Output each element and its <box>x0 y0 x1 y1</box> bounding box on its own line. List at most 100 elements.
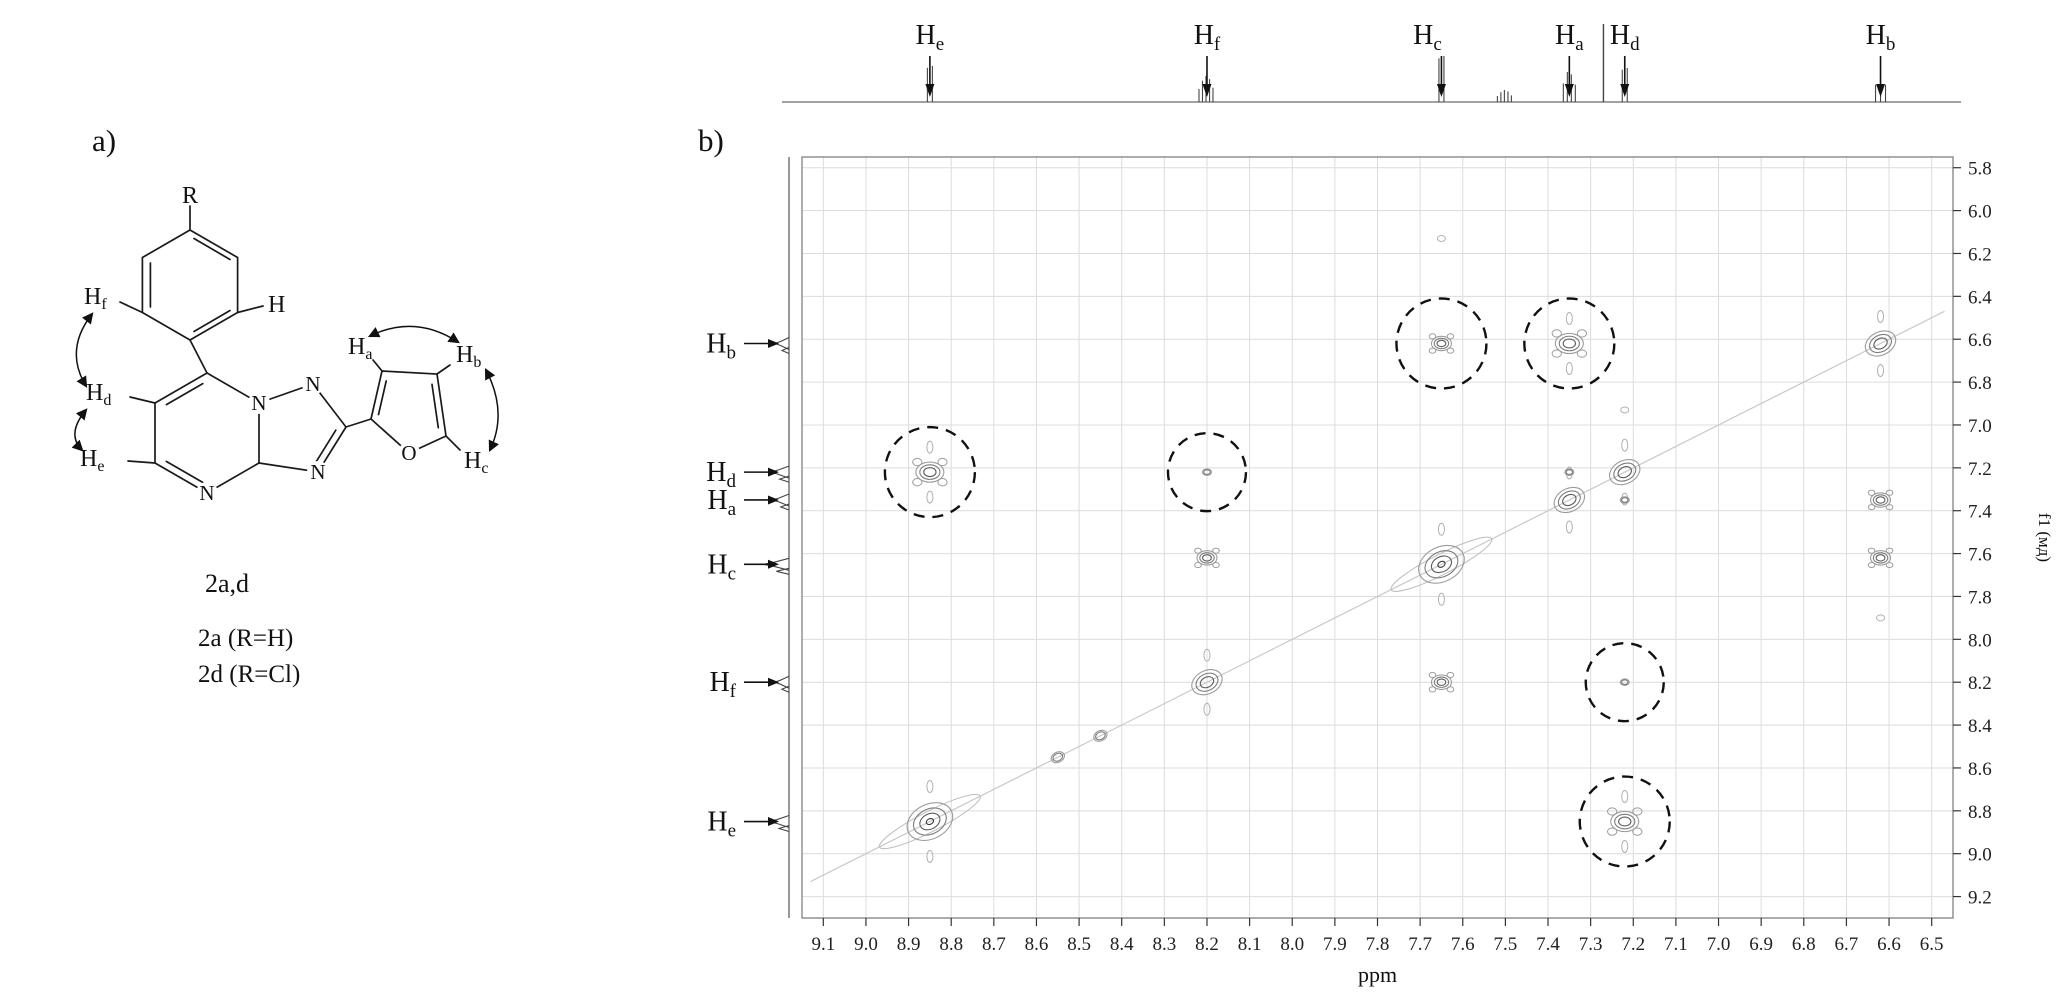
peak-contour <box>1632 827 1643 836</box>
peak-contour <box>1562 338 1577 349</box>
compound-label: 2a,d <box>205 569 249 598</box>
n-triazole-bottom-label: N <box>310 460 325 484</box>
panel-a-label: a) <box>92 123 117 158</box>
x-axis-title: ppm <box>1358 962 1397 987</box>
contour-peaks <box>810 234 1945 883</box>
y-tick-label: 7.2 <box>1968 459 1992 480</box>
peak-contour <box>1614 813 1636 830</box>
peak-contour <box>1875 496 1886 504</box>
t1-noise <box>926 490 934 504</box>
peak-contour <box>923 467 937 478</box>
x-tick-label: 6.6 <box>1877 934 1901 955</box>
peak-contour <box>1418 544 1465 584</box>
peak-contour <box>1437 560 1446 568</box>
x-tick-label: 7.9 <box>1323 934 1347 955</box>
peak-contour <box>1562 493 1577 507</box>
peak-contour <box>1867 561 1876 569</box>
x-tick-label: 7.6 <box>1451 934 1475 955</box>
peak-contour <box>1093 729 1108 742</box>
peak-contour <box>1201 468 1213 476</box>
t1-noise <box>1877 363 1885 377</box>
peak-contour <box>1430 335 1452 352</box>
peak-contour <box>1212 561 1220 569</box>
t1-noise <box>926 780 934 794</box>
left-1d-projection <box>763 157 790 918</box>
peak-contour <box>1195 672 1219 692</box>
x-tick-label: 6.7 <box>1835 934 1859 955</box>
peak-contour <box>1872 494 1889 506</box>
down-arrowhead-Hf <box>1202 84 1212 97</box>
compound-captions: 2a,d 2a (R=H) 2d (R=Cl) <box>198 569 300 688</box>
peak-contour <box>1212 547 1220 554</box>
panel-b-label: b) <box>698 123 724 158</box>
top-label-Hc: Hc <box>1413 20 1442 55</box>
hb-label: Hb <box>456 342 481 371</box>
peak-contour <box>1430 555 1453 574</box>
peak-contour <box>912 478 923 487</box>
x-tick-label: 8.4 <box>1110 934 1134 955</box>
peak-contour <box>1885 489 1894 496</box>
noe-circle-Hc-Hb <box>1395 297 1488 390</box>
t1-noise <box>1565 361 1573 375</box>
peak-contour <box>1610 810 1640 833</box>
x-tick-label: 9.0 <box>854 934 878 955</box>
noe-circles <box>883 297 1671 868</box>
peak-contour <box>1885 561 1894 569</box>
x-tick-label: 7.5 <box>1494 934 1518 955</box>
t1-noise <box>1565 311 1573 325</box>
peak-contour <box>1632 807 1643 816</box>
peak-contour <box>1618 816 1632 827</box>
peak-contour <box>1428 686 1437 693</box>
top-label-He: He <box>916 20 945 55</box>
n-bridgehead-label: N <box>251 391 266 415</box>
peak-contour <box>1446 671 1455 679</box>
peak-contour <box>1446 686 1455 693</box>
peak-contour <box>1873 337 1888 350</box>
x-tick-label: 7.8 <box>1366 934 1390 955</box>
n-pyrimidine-label: N <box>199 481 214 505</box>
peak-contour <box>1203 469 1211 476</box>
peak-contour <box>1576 329 1588 338</box>
peak-contour <box>1869 333 1893 354</box>
right-arrowhead-Hb <box>768 338 779 348</box>
n-triazole-top-label: N <box>305 372 320 396</box>
peak-contour <box>1619 678 1630 686</box>
left-label-Hb: Hb <box>706 328 736 363</box>
x-tick-label: 7.1 <box>1664 934 1688 955</box>
down-arrowhead-He <box>925 84 935 97</box>
peak-contour <box>1095 731 1106 741</box>
noe-arrow-hb-hc <box>484 368 499 453</box>
t1-noise <box>1621 840 1629 854</box>
x-tick-label: 8.8 <box>939 934 963 955</box>
peak-contour <box>1619 496 1630 504</box>
x-tick-label: 8.1 <box>1238 934 1262 955</box>
t1-noise <box>1437 592 1445 606</box>
right-arrowhead-Hd <box>768 467 779 477</box>
down-arrowhead-Hc <box>1436 84 1446 97</box>
atom-labels: N N N N O <box>196 372 420 505</box>
x-tick-label: 7.3 <box>1579 934 1603 955</box>
y-tick-label: 6.0 <box>1968 202 1992 223</box>
peak-contour <box>1607 827 1618 836</box>
peak-contour <box>1196 550 1218 566</box>
peak-contour <box>1050 751 1065 764</box>
x-tick-label: 8.0 <box>1280 934 1304 955</box>
t1-noise <box>926 850 934 864</box>
peak-contour <box>912 807 947 836</box>
x-tick-label: 8.6 <box>1025 934 1049 955</box>
left-1d-peak-Hd <box>777 475 790 483</box>
top-label-Hf: Hf <box>1194 20 1221 55</box>
peak-contour <box>1199 552 1215 564</box>
t1-noise <box>1621 438 1629 452</box>
top-1d-spectrum <box>782 24 1961 103</box>
t1-noise <box>1203 648 1211 662</box>
peak-contour <box>1202 554 1212 562</box>
x-tick-label: 8.9 <box>897 934 921 955</box>
x-tick-label: 8.3 <box>1152 934 1176 955</box>
noise-speck <box>1620 406 1630 414</box>
left-label-Hd: Hd <box>706 457 736 492</box>
peak-contour <box>1446 333 1455 340</box>
peak-contour <box>1433 676 1450 688</box>
hc-label: Hc <box>464 448 488 477</box>
variant-d-label: 2d (R=Cl) <box>198 661 300 688</box>
